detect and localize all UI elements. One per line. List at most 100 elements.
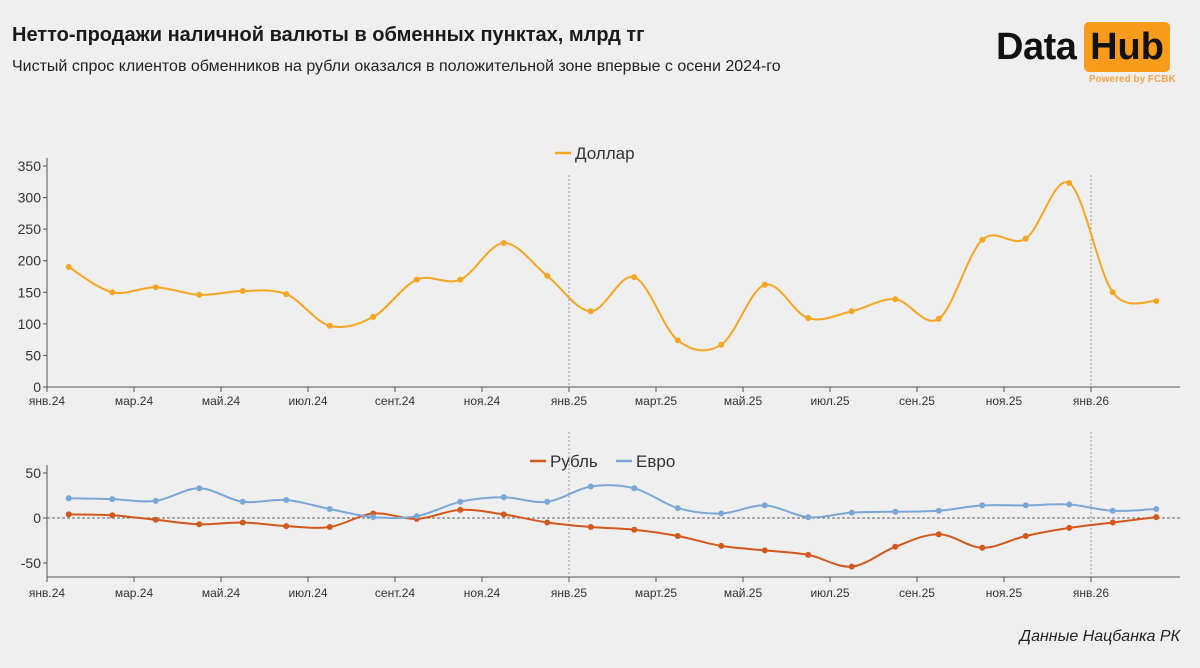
data-point	[457, 498, 464, 505]
data-point	[587, 308, 594, 315]
data-point	[848, 509, 855, 516]
legend-label: Доллар	[575, 144, 635, 163]
data-point	[370, 514, 377, 521]
data-point	[848, 308, 855, 315]
x-tick-label: ноя.25	[986, 394, 1023, 408]
data-point	[239, 498, 246, 505]
series-line-Доллар	[68, 181, 1157, 352]
x-tick-label: сен.25	[899, 394, 935, 408]
data-point	[631, 526, 638, 533]
data-point	[500, 240, 507, 247]
x-tick-label: май.24	[202, 586, 241, 600]
data-point	[979, 236, 986, 243]
data-point	[65, 511, 72, 518]
data-point	[892, 508, 899, 515]
data-point	[935, 315, 942, 322]
data-point	[326, 524, 333, 530]
x-tick-label: май.25	[724, 586, 763, 600]
x-tick-label: сент.24	[375, 394, 415, 408]
y-tick-label: 150	[18, 284, 42, 300]
x-tick-label: янв.26	[1073, 394, 1110, 408]
data-point	[544, 519, 551, 526]
data-point	[848, 563, 855, 570]
x-tick-label: май.25	[724, 394, 763, 408]
data-point	[457, 276, 464, 283]
data-point	[1022, 235, 1029, 242]
y-tick-label: 100	[18, 316, 42, 332]
data-point	[65, 264, 72, 271]
data-point	[631, 485, 638, 492]
data-point	[979, 502, 986, 509]
x-tick-label: ноя.24	[464, 586, 501, 600]
data-point	[500, 494, 507, 501]
data-point	[109, 289, 116, 296]
x-tick-label: июл.24	[288, 586, 327, 600]
x-tick-label: июл.25	[810, 586, 849, 600]
data-point	[196, 291, 203, 298]
y-tick-label: 50	[25, 465, 41, 481]
data-point	[892, 543, 899, 550]
x-tick-label: сент.24	[375, 586, 415, 600]
x-tick-label: май.24	[202, 394, 241, 408]
data-point	[718, 542, 725, 549]
x-tick-label: июл.24	[288, 394, 327, 408]
data-point	[1109, 289, 1116, 296]
data-point	[283, 497, 290, 503]
data-point	[65, 495, 72, 502]
data-point	[674, 505, 681, 512]
x-tick-label: март.25	[635, 586, 678, 600]
x-tick-label: янв.25	[551, 586, 588, 600]
data-point	[544, 272, 551, 279]
y-tick-label: 250	[18, 221, 42, 237]
data-point	[196, 485, 203, 492]
x-tick-label: сен.25	[899, 586, 935, 600]
data-point	[761, 547, 768, 554]
data-point	[1109, 507, 1116, 514]
data-point	[631, 274, 638, 281]
data-point	[1153, 514, 1160, 521]
y-tick-label: 0	[33, 379, 41, 395]
y-tick-label: 350	[18, 158, 42, 174]
y-tick-label: 0	[33, 510, 41, 526]
data-point	[935, 531, 942, 538]
data-point	[152, 284, 159, 291]
data-point	[1066, 501, 1073, 508]
data-point	[370, 313, 377, 320]
data-point	[935, 507, 942, 514]
data-point	[413, 276, 420, 283]
source-note: Данные Нацбанка РК	[1019, 628, 1180, 645]
chart-subtitle: Чистый спрос клиентов обменников на рубл…	[12, 58, 781, 75]
data-point	[196, 521, 203, 528]
data-point	[544, 498, 551, 505]
data-point	[457, 506, 464, 513]
data-point	[805, 315, 812, 322]
legend-label: Евро	[636, 452, 675, 471]
data-point	[1022, 502, 1029, 509]
data-point	[500, 511, 507, 518]
x-tick-label: янв.24	[29, 586, 66, 600]
y-tick-label: 300	[18, 190, 42, 206]
data-point	[1153, 298, 1160, 305]
logo-text-data: Data	[996, 26, 1077, 68]
data-point	[761, 502, 768, 509]
y-tick-label: 50	[25, 347, 41, 363]
data-point	[413, 513, 420, 520]
data-point	[152, 497, 159, 504]
x-tick-label: янв.26	[1073, 586, 1110, 600]
data-point	[239, 288, 246, 295]
data-point	[1066, 180, 1073, 187]
y-tick-label: -50	[21, 555, 41, 571]
data-point	[109, 512, 116, 519]
data-point	[718, 341, 725, 348]
data-point	[109, 496, 116, 503]
series-line-Рубль	[68, 508, 1157, 568]
data-point	[587, 524, 594, 530]
data-point	[1022, 533, 1029, 539]
x-tick-label: март.25	[635, 394, 678, 408]
data-point	[283, 291, 290, 298]
data-point	[1153, 506, 1160, 512]
x-tick-label: мар.24	[115, 586, 154, 600]
data-point	[805, 514, 812, 521]
data-point	[674, 337, 681, 344]
